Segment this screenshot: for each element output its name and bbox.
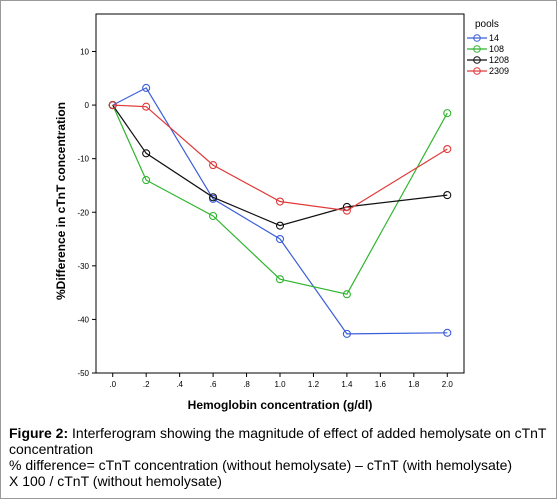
y-tick-label: -50 [77, 369, 89, 378]
y-tick-label: -40 [77, 315, 89, 324]
legend-label: 1208 [489, 55, 509, 65]
series-line-1208 [112, 104, 448, 227]
data-point-108 [342, 290, 351, 299]
y-tick-label: -30 [77, 262, 89, 271]
x-tick-label: .4 [176, 380, 183, 389]
legend-swatch-marker [473, 56, 481, 64]
series-line-2309 [112, 104, 448, 212]
caption-formula-line-1: % difference= cTnT concentration (withou… [9, 457, 513, 473]
caption-figure-text: Interferogram showing the magnitude of e… [9, 425, 547, 457]
series-layer [108, 83, 452, 338]
y-axis-label: %Difference in cTnT concentration [54, 102, 68, 300]
data-point-14 [142, 83, 151, 92]
data-point-2309 [443, 144, 452, 154]
data-point-108 [142, 176, 151, 185]
figure-caption: Figure 2: Interferogram showing the magn… [9, 425, 553, 489]
data-point-1208 [275, 221, 285, 230]
x-tick-label: .8 [243, 380, 250, 389]
data-point-108 [443, 109, 452, 118]
x-tick-label: 1.4 [341, 380, 353, 389]
y-tick-label: -10 [77, 155, 89, 164]
data-point-14 [443, 328, 452, 337]
series-line-108 [112, 104, 448, 295]
x-axis: .0 .2 .4 .6 .8 1.0 1.2 1.4 1.6 1.8 2.0 [109, 373, 453, 389]
caption-formula-line-2: X 100 / cTnT (without hemolysate) [9, 473, 222, 489]
plot-background [95, 13, 465, 374]
x-tick-label: 1.2 [308, 380, 320, 389]
data-point-108 [209, 211, 218, 221]
data-point-2309 [275, 197, 285, 206]
data-point-108 [275, 275, 285, 284]
legend-label: 14 [489, 33, 499, 43]
y-tick-label: -20 [77, 208, 89, 217]
data-point-1208 [142, 149, 151, 158]
y-tick-label: 10 [80, 48, 89, 57]
data-point-14 [275, 234, 285, 244]
data-point-2309 [142, 102, 151, 111]
legend-title: pools [475, 19, 499, 30]
x-tick-label: .2 [143, 380, 150, 389]
data-point-1208 [209, 193, 218, 202]
caption-title: Figure 2: Interferogram showing the magn… [9, 425, 553, 457]
chart: 10 0 -10 -20 -30 -40 -50 .0 .2 .4 .6 .8 1.0 1.2 1.4 1.… [54, 13, 509, 412]
x-tick-label: 1.0 [274, 380, 286, 389]
legend-label: 2309 [489, 66, 509, 76]
data-point-2309 [342, 206, 351, 215]
legend-swatch-marker [473, 67, 481, 75]
data-point-1208 [443, 191, 452, 200]
x-tick-label: .6 [210, 380, 217, 389]
y-axis: 10 0 -10 -20 -30 -40 -50 [77, 48, 96, 378]
series-line-14 [112, 87, 448, 335]
legend-swatch-marker [473, 34, 481, 42]
x-tick-label: 2.0 [442, 380, 454, 389]
data-point-2309 [108, 101, 117, 110]
y-tick-label: 0 [85, 101, 90, 110]
legend-swatch-marker [473, 45, 481, 53]
legend-label: 108 [489, 44, 504, 54]
x-tick-label: 1.6 [375, 380, 387, 389]
x-tick-label: .0 [109, 380, 116, 389]
caption-figure-label: Figure 2: [9, 425, 69, 441]
x-tick-label: 1.8 [408, 380, 420, 389]
data-point-2309 [209, 161, 218, 170]
x-axis-label: Hemoglobin concentration (g/dl) [188, 398, 373, 412]
data-point-14 [342, 329, 351, 338]
